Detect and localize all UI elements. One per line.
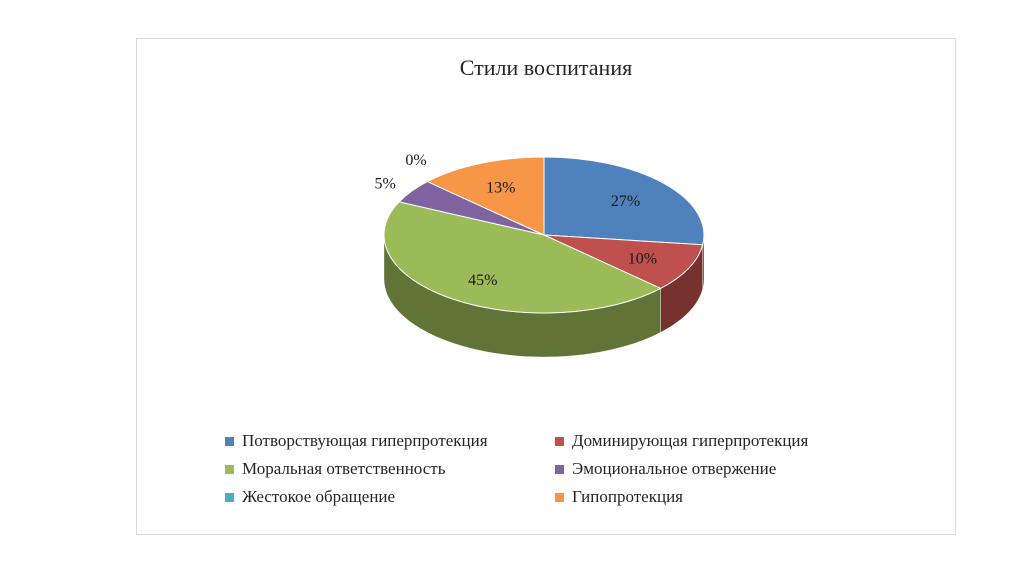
pie-chart: 27% 10% 45% 5% 0% 13% <box>375 152 705 358</box>
chart-area: Стили воспитания 27% 10% 45% 5% 0% 13% Потвор… <box>136 38 956 535</box>
legend-label: Потворствующая гиперпротекция <box>242 431 488 450</box>
legend-swatch <box>225 492 234 502</box>
legend-item: Моральная ответственность <box>225 459 555 479</box>
data-label: 10% <box>628 251 657 268</box>
pie-slice <box>543 156 705 246</box>
legend-swatch <box>225 436 234 446</box>
legend: Потворствующая гиперпротекция Доминирующ… <box>225 431 875 507</box>
data-label: 13% <box>486 179 515 196</box>
data-label: 27% <box>611 193 640 210</box>
data-label: 0% <box>405 152 426 169</box>
pie-slice <box>426 156 545 236</box>
legend-item: Эмоциональное отвержение <box>555 459 875 479</box>
chart-title: Стили воспитания <box>459 55 633 80</box>
legend-item: Гипопротекция <box>555 487 875 507</box>
legend-swatch <box>555 436 564 446</box>
data-label: 45% <box>468 272 497 289</box>
legend-label: Жестокое обращение <box>242 487 396 506</box>
legend-swatch <box>555 492 564 502</box>
legend-swatch <box>555 464 564 474</box>
legend-label: Гипопротекция <box>572 487 683 506</box>
legend-item: Доминирующая гиперпротекция <box>555 431 875 451</box>
legend-swatch <box>225 464 234 474</box>
legend-label: Доминирующая гиперпротекция <box>572 431 809 450</box>
data-label: 5% <box>375 175 396 192</box>
legend-item: Жестокое обращение <box>225 487 555 507</box>
legend-item: Потворствующая гиперпротекция <box>225 431 555 451</box>
pie-slice <box>543 234 704 289</box>
pie-slice <box>383 201 662 314</box>
legend-label: Моральная ответственность <box>242 459 446 478</box>
legend-label: Эмоциональное отвержение <box>572 459 777 478</box>
